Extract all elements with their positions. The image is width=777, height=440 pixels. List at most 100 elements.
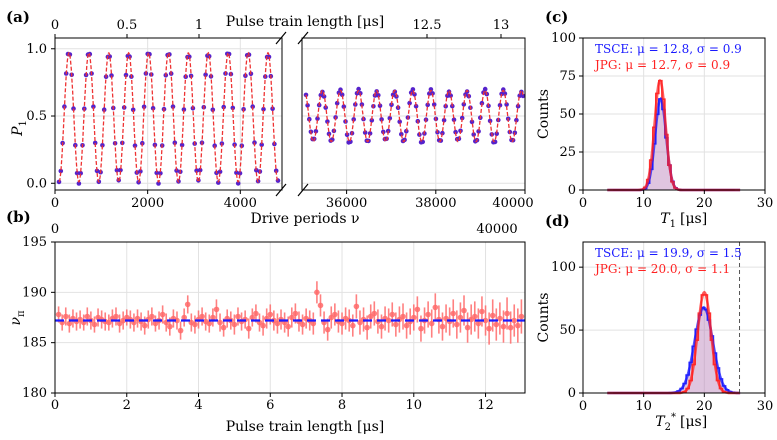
a-data-point bbox=[410, 87, 416, 92]
a-data-point bbox=[74, 170, 80, 176]
a-data-point bbox=[181, 107, 187, 112]
b-data-point bbox=[106, 319, 112, 326]
d-y-axis-label: Counts bbox=[536, 293, 552, 343]
d-ytick-label: 100 bbox=[551, 260, 576, 275]
a-data-point bbox=[502, 91, 508, 96]
c-xtick-label: 10 bbox=[635, 196, 652, 211]
b-xtick-label: 4 bbox=[194, 398, 202, 413]
b-data-point bbox=[167, 323, 173, 330]
a-data-point bbox=[431, 102, 437, 107]
a-data-point bbox=[464, 89, 470, 94]
a-data-point bbox=[315, 116, 320, 121]
b-data-point bbox=[274, 320, 281, 327]
b-data-point bbox=[220, 324, 227, 331]
b-xtick-label: 12 bbox=[477, 398, 494, 413]
b-data-point bbox=[113, 313, 119, 320]
a-data-point bbox=[497, 102, 503, 108]
b-data-point bbox=[314, 289, 320, 296]
c-y-axis-label: Counts bbox=[536, 89, 552, 139]
a-data-point bbox=[132, 143, 138, 148]
b-data-point bbox=[472, 313, 478, 320]
a-data-point bbox=[187, 54, 192, 59]
a-top-tick-label: 12.5 bbox=[413, 18, 442, 33]
a-data-point bbox=[234, 170, 239, 175]
b-panel-label: (b) bbox=[6, 208, 31, 226]
d-shaded-area bbox=[667, 307, 741, 393]
c-ytick-label: 0 bbox=[568, 183, 576, 198]
a-data-point bbox=[118, 167, 123, 173]
a-data-point bbox=[230, 105, 236, 111]
d-x-axis-label-var: T2* bbox=[655, 412, 676, 433]
b-data-point bbox=[515, 322, 521, 329]
b-data-point bbox=[289, 314, 295, 321]
a-data-point bbox=[451, 117, 457, 122]
b-data-point bbox=[385, 317, 392, 324]
b-data-point bbox=[91, 321, 98, 328]
a-data-point bbox=[448, 93, 454, 98]
a-y-axis-label: P1 bbox=[10, 120, 29, 137]
a-data-point bbox=[91, 104, 96, 109]
b-data-point bbox=[235, 313, 241, 320]
a-data-point bbox=[203, 72, 208, 77]
a-data-point bbox=[259, 142, 265, 147]
a-xtick-label: 40000 bbox=[492, 196, 533, 211]
a-break-mask-top bbox=[283, 32, 301, 44]
a-data-point bbox=[514, 117, 519, 123]
b-data-point bbox=[507, 324, 514, 331]
d-panel-label: (d) bbox=[545, 212, 570, 230]
a-data-point bbox=[387, 116, 393, 121]
a-data-point bbox=[156, 181, 161, 186]
c-fit-jpg bbox=[607, 78, 741, 192]
a-data-point bbox=[107, 54, 112, 59]
b-data-point bbox=[310, 320, 317, 327]
c-legend-1: JPG: μ = 12.7, σ = 0.9 bbox=[593, 58, 730, 72]
a-data-point bbox=[427, 91, 432, 96]
a-data-point bbox=[469, 119, 475, 125]
b-data-point bbox=[249, 314, 256, 321]
b-data-point bbox=[511, 317, 517, 324]
d-xtick-label: 30 bbox=[757, 399, 774, 414]
a-data-point bbox=[369, 118, 375, 123]
d-xtick-label: 20 bbox=[696, 399, 713, 414]
c-legend-0: TSCE: μ = 12.8, σ = 0.9 bbox=[595, 42, 742, 56]
a-data-point bbox=[425, 102, 431, 108]
a-break-mark bbox=[275, 31, 287, 45]
b-ytick-label: 185 bbox=[22, 336, 47, 351]
b-data-point bbox=[464, 324, 471, 331]
b-data-point bbox=[389, 311, 396, 318]
a-data-point bbox=[130, 107, 136, 113]
a-data-point bbox=[109, 73, 114, 78]
b-data-point bbox=[177, 327, 184, 334]
a-data-point bbox=[399, 131, 404, 137]
b-data-point bbox=[66, 320, 73, 327]
a-data-point bbox=[179, 142, 185, 148]
b-top-label-right: 40000 bbox=[476, 222, 517, 237]
a-data-point bbox=[428, 87, 434, 92]
c-ytick-label: 25 bbox=[559, 145, 576, 160]
d-legend-0: TSCE: μ = 19.9, σ = 1.5 bbox=[595, 246, 742, 260]
a-top-tick-label: 13 bbox=[493, 18, 510, 33]
a-data-point bbox=[325, 119, 330, 124]
b-data-point bbox=[378, 323, 385, 330]
b-xtick-label: 2 bbox=[123, 398, 131, 413]
a-data-point bbox=[377, 103, 383, 108]
c-ytick-label: 100 bbox=[551, 31, 576, 46]
a-data-point bbox=[253, 168, 259, 173]
a-fit-line-left bbox=[58, 51, 279, 183]
b-data-point bbox=[493, 321, 500, 328]
b-data-point bbox=[267, 311, 274, 318]
a-data-point bbox=[441, 118, 447, 123]
b-data-point bbox=[475, 320, 482, 327]
b-data-point bbox=[482, 317, 489, 324]
b-xtick-label: 6 bbox=[266, 398, 274, 413]
a-data-point bbox=[356, 86, 361, 92]
b-data-point bbox=[181, 314, 187, 321]
b-data-point bbox=[411, 314, 417, 321]
c-ytick-label: 75 bbox=[559, 69, 576, 84]
b-data-point bbox=[500, 323, 507, 330]
b-data-point bbox=[332, 311, 338, 318]
a-data-point bbox=[100, 143, 105, 148]
a-data-point bbox=[482, 86, 488, 92]
b-data-point bbox=[364, 324, 370, 331]
